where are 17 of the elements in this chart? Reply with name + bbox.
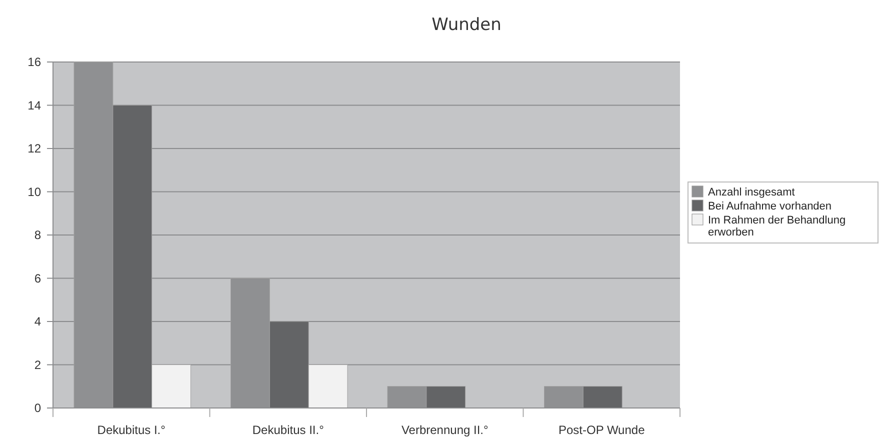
- legend-label: Bei Aufnahme vorhanden: [708, 200, 832, 212]
- y-tick-label: 12: [28, 142, 42, 156]
- y-tick-label: 10: [28, 184, 42, 199]
- x-tick-label: Dekubitus I.°: [97, 423, 166, 437]
- x-tick-label: Post-OP Wunde: [558, 423, 646, 437]
- y-tick-label: 4: [34, 314, 42, 328]
- x-tick-label: Dekubitus II.°: [252, 423, 324, 437]
- legend-label: Im Rahmen der Behandlung erworben: [708, 214, 846, 238]
- y-tick-label: 8: [34, 228, 42, 242]
- y-tick-label: 0: [34, 401, 42, 415]
- chart-title: Wunden: [432, 15, 502, 35]
- y-tick-label: 6: [34, 271, 42, 286]
- y-tick-label: 16: [28, 55, 42, 69]
- legend-label: Anzahl insgesamt: [708, 186, 795, 198]
- y-tick-label: 14: [28, 98, 42, 112]
- x-tick-label: Verbrennung II.°: [401, 423, 489, 437]
- y-tick-label: 2: [34, 358, 42, 372]
